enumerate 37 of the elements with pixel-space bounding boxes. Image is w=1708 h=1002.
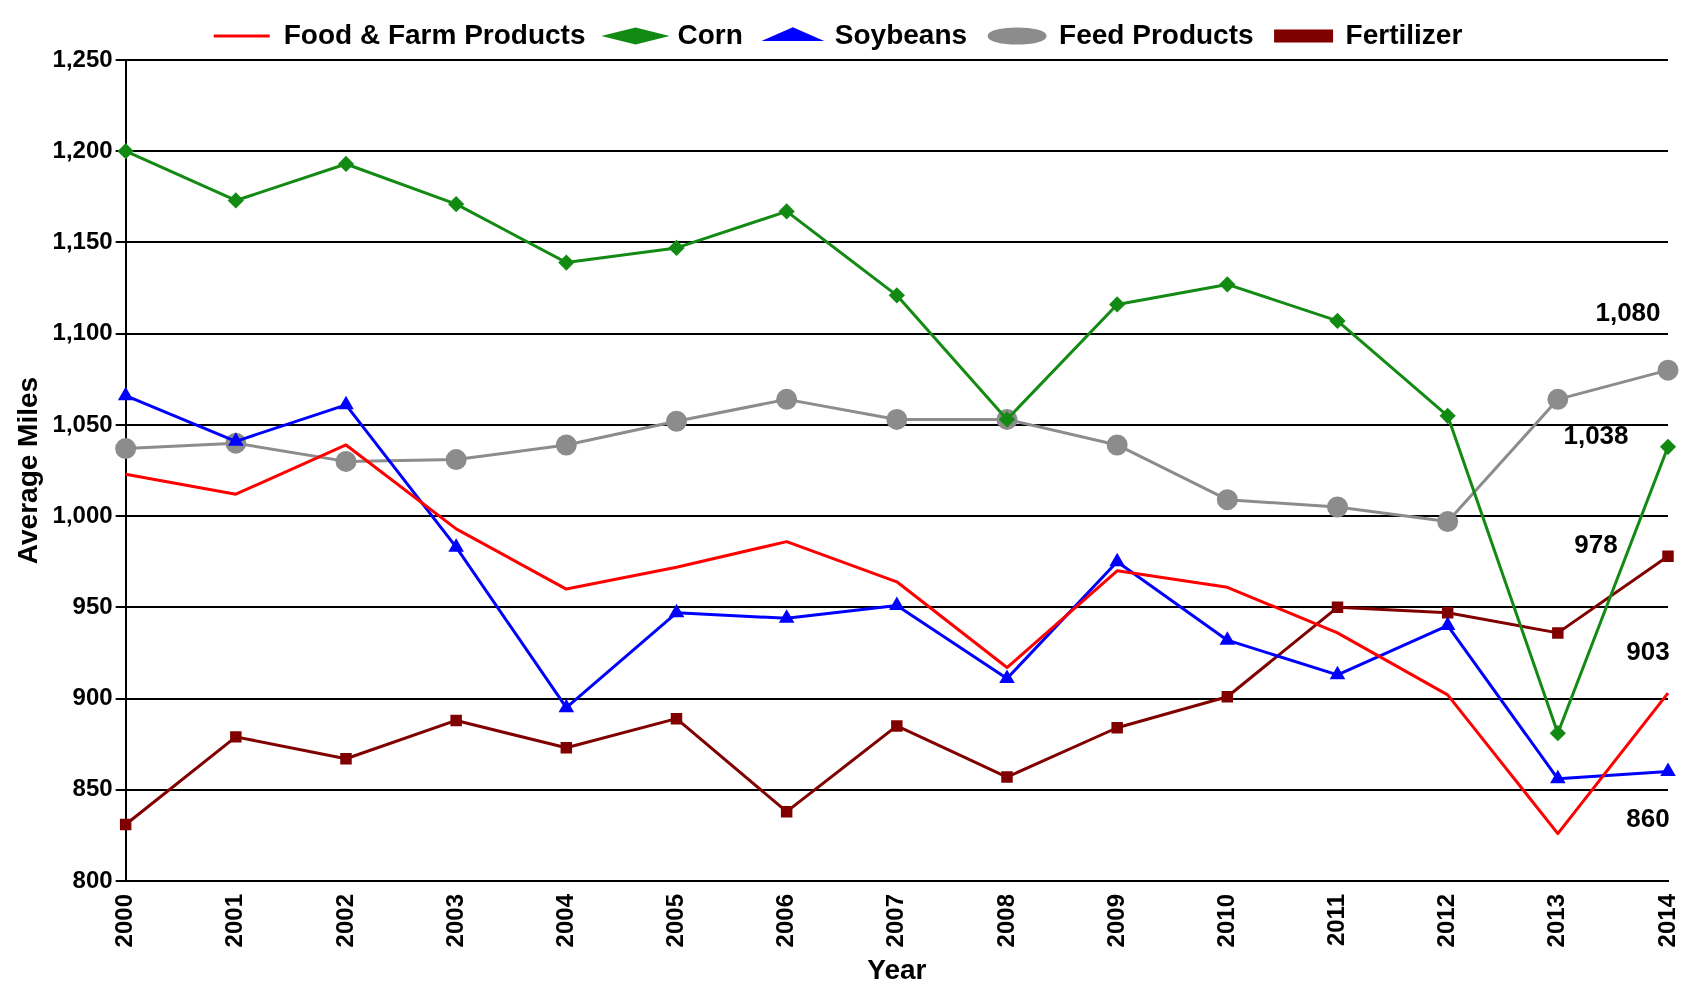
x-tick-label: 2003	[440, 894, 468, 948]
data-label: 1,038	[1563, 419, 1629, 450]
legend-label: Fertilizer	[1345, 18, 1463, 50]
x-axis-title: Year	[867, 953, 927, 985]
x-tick-label: 2006	[771, 894, 799, 948]
x-tick-label: 2014	[1652, 893, 1680, 948]
x-tick-label: 2001	[220, 894, 248, 948]
legend-label: Food & Farm Products	[283, 18, 586, 50]
y-tick-label: 1,150	[52, 227, 113, 255]
x-tick-label: 2013	[1542, 894, 1570, 948]
x-tick-label: 2008	[991, 894, 1019, 948]
y-tick-label: 1,250	[52, 44, 113, 72]
x-tick-label: 2000	[110, 894, 138, 948]
legend-label: Soybeans	[834, 18, 968, 50]
y-tick-label: 800	[72, 865, 113, 893]
data-label: 978	[1574, 529, 1618, 560]
y-tick-label: 950	[72, 591, 113, 619]
y-tick-label: 1,000	[52, 500, 113, 528]
y-tick-label: 900	[72, 683, 113, 711]
x-tick-label: 2002	[330, 894, 358, 948]
data-label: 860	[1626, 802, 1670, 833]
x-tick-label: 2011	[1322, 894, 1350, 947]
x-tick-label: 2009	[1101, 894, 1129, 948]
y-tick-label: 1,200	[52, 135, 113, 163]
legend-label: Feed Products	[1059, 18, 1254, 50]
x-tick-label: 2005	[661, 894, 689, 948]
x-tick-label: 2004	[550, 893, 578, 948]
y-axis-title: Average Miles	[11, 376, 43, 565]
data-label: 1,080	[1595, 297, 1661, 328]
y-tick-label: 1,050	[52, 409, 113, 437]
x-tick-label: 2010	[1211, 894, 1239, 948]
x-tick-label: 2007	[881, 894, 909, 948]
x-tick-label: 2012	[1432, 894, 1460, 948]
y-tick-label: 850	[72, 774, 113, 802]
data-label: 903	[1626, 636, 1670, 667]
legend-label: Corn	[677, 18, 743, 50]
y-tick-label: 1,100	[52, 318, 113, 346]
